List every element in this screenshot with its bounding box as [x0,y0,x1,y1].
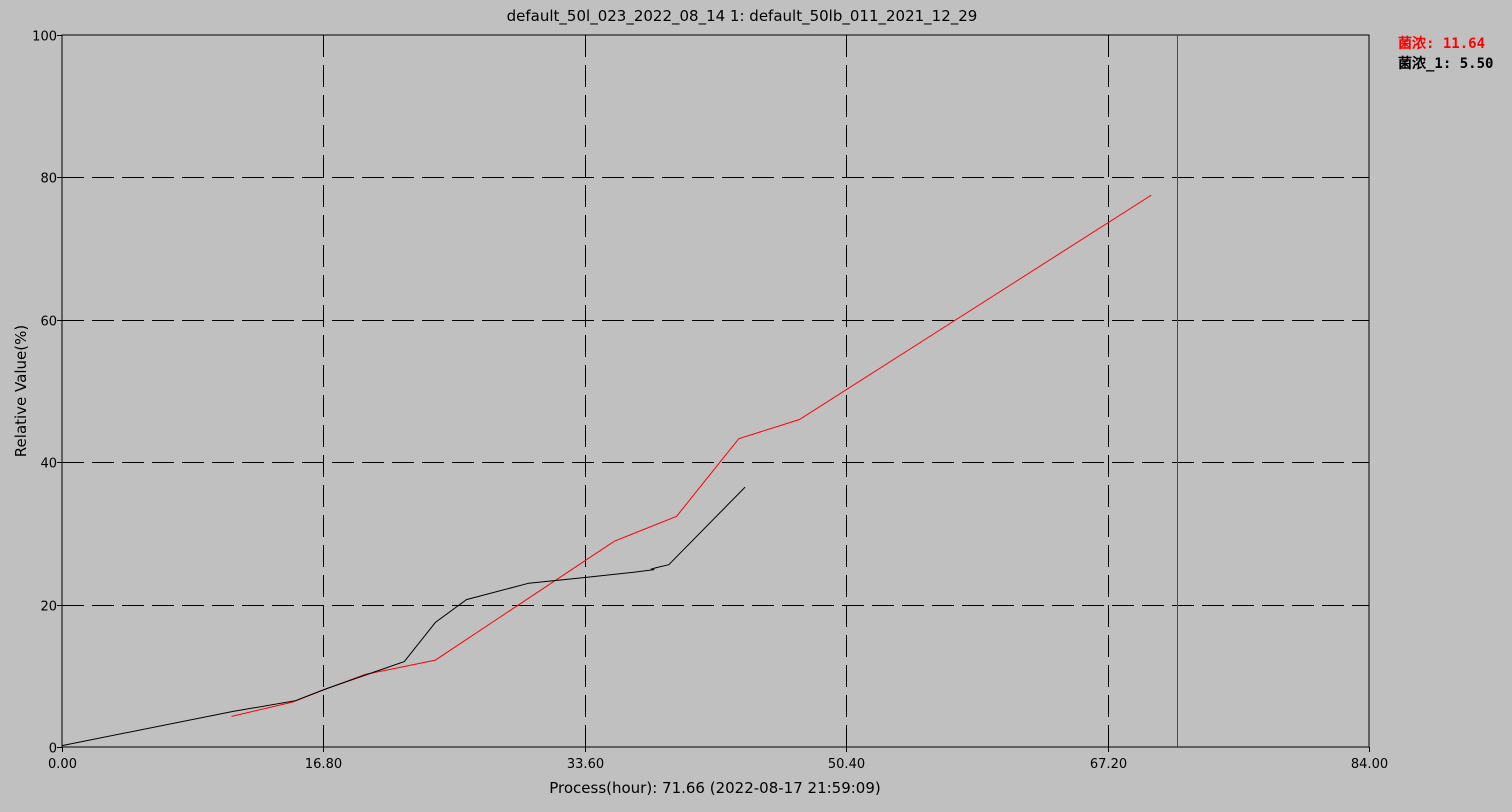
legend-series-value: 5.50 [1459,56,1494,72]
x-tick-label: 84.00 [1351,757,1388,772]
data-series [61,194,1152,747]
legend: 菌浓: 11.64 菌浓_1: 5.50 [1398,34,1493,74]
legend-series-name: 菌浓 [1398,36,1426,52]
y-tick-label: 60 [40,315,57,330]
series-line-1 [61,486,746,747]
y-axis-label: Relative Value(%) [12,325,30,457]
legend-item-junnong: 菌浓: 11.64 [1398,34,1493,54]
axis-ticks: 0.00 16.80 33.60 50.40 67.20 84.00 0 20 40 60 80 10… [32,30,1388,773]
series-line-0 [231,194,1152,717]
legend-series-value: 11.64 [1442,36,1486,52]
legend-series-name: 菌浓_1 [1398,56,1443,72]
y-tick-label: 20 [40,600,57,615]
y-tick-label: 40 [40,457,57,472]
x-tick-label: 0.00 [48,757,77,772]
grid-lines [62,35,1369,747]
x-tick-label: 67.20 [1090,757,1127,772]
y-tick-label: 0 [49,742,57,757]
legend-separator: : [1442,56,1460,72]
x-tick-label: 33.60 [567,757,604,772]
x-tick-label: 50.40 [828,757,865,772]
plot-area-frame [61,34,1370,748]
legend-item-junnong-1: 菌浓_1: 5.50 [1398,54,1493,74]
y-tick-label: 80 [40,172,57,187]
x-axis-label: Process(hour): 71.66 (2022-08-17 21:59:0… [549,779,881,797]
chart-title: default_50l_023_2022_08_14 1: default_50… [507,7,978,26]
legend-separator: : [1426,36,1443,52]
y-tick-label: 100 [32,30,57,45]
x-tick-label: 16.80 [305,757,342,772]
